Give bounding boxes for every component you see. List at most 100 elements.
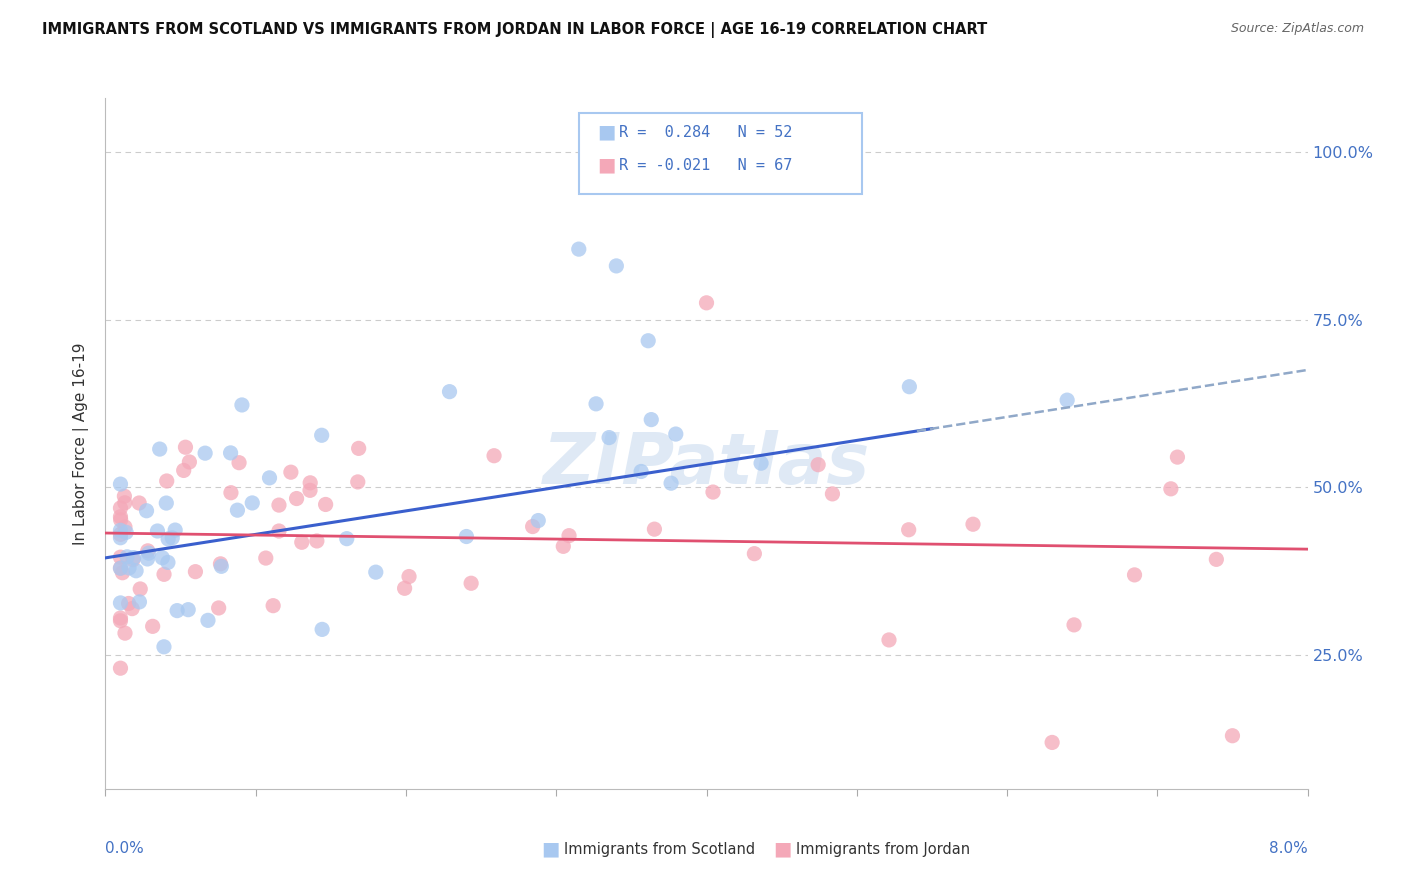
Point [1160, 482, 1182, 496]
Point [122, 550, 145, 565]
Point [821, 487, 844, 501]
Text: ■: ■ [773, 839, 792, 859]
Point [291, 535, 314, 549]
Point [173, 463, 195, 477]
Point [110, 513, 132, 527]
Point [136, 544, 159, 558]
Point [184, 565, 207, 579]
Point [209, 557, 232, 571]
Point [585, 397, 607, 411]
Point [177, 602, 200, 616]
Text: 8.0%: 8.0% [1268, 841, 1308, 856]
Point [117, 597, 139, 611]
Point [110, 531, 132, 545]
Point [640, 412, 662, 426]
Point [598, 431, 620, 445]
Point [136, 552, 159, 566]
Point [305, 533, 328, 548]
Point [110, 527, 132, 541]
Point [1063, 618, 1085, 632]
Point [267, 524, 290, 538]
Point [115, 549, 138, 564]
Point [156, 555, 179, 569]
Point [110, 501, 132, 516]
Point [156, 474, 179, 488]
Point [118, 561, 141, 575]
Point [231, 398, 253, 412]
Point [630, 465, 652, 479]
Point [558, 529, 581, 543]
Point [744, 547, 766, 561]
Point [527, 514, 550, 528]
Point [155, 496, 177, 510]
Point [142, 619, 165, 633]
Point [394, 582, 416, 596]
Point [110, 550, 132, 565]
Point [311, 428, 333, 442]
Point [114, 520, 136, 534]
Point [112, 489, 135, 503]
Point [962, 517, 984, 532]
Point [219, 485, 242, 500]
Point [749, 456, 772, 470]
Point [128, 595, 150, 609]
Point [240, 496, 263, 510]
Point [162, 531, 184, 545]
Text: ZIPatlas: ZIPatlas [543, 430, 870, 499]
Point [226, 503, 249, 517]
Point [125, 564, 148, 578]
Point [262, 599, 284, 613]
Point [315, 498, 337, 512]
Point [138, 546, 160, 560]
Point [219, 446, 242, 460]
Point [299, 475, 322, 490]
Point [110, 614, 132, 628]
Point [702, 485, 724, 500]
Text: ■: ■ [541, 839, 560, 859]
Text: ■: ■ [598, 122, 616, 142]
Point [110, 596, 132, 610]
Point [111, 566, 134, 580]
Point [166, 604, 188, 618]
Point [114, 626, 136, 640]
Point [877, 632, 900, 647]
Point [659, 476, 682, 491]
Point [1056, 393, 1078, 408]
Point [553, 539, 575, 553]
Point [110, 561, 132, 575]
Point [298, 483, 321, 498]
Point [194, 446, 217, 460]
Point [1222, 729, 1244, 743]
Point [347, 442, 370, 456]
Point [605, 259, 627, 273]
Point [110, 477, 132, 491]
Point [568, 242, 591, 256]
Point [1205, 552, 1227, 566]
Point [259, 471, 281, 485]
Point [135, 504, 157, 518]
Point [208, 601, 231, 615]
Point [1123, 567, 1146, 582]
Text: 0.0%: 0.0% [105, 841, 145, 856]
Point [110, 509, 132, 524]
Point [285, 491, 308, 506]
Point [146, 524, 169, 538]
Point [898, 380, 921, 394]
Point [128, 496, 150, 510]
Point [456, 529, 478, 543]
Point [228, 456, 250, 470]
Point [129, 582, 152, 596]
Text: Immigrants from Scotland: Immigrants from Scotland [564, 842, 755, 856]
Point [157, 532, 180, 546]
Point [110, 611, 132, 625]
Text: ■: ■ [598, 155, 616, 175]
Point [114, 496, 136, 510]
Point [665, 427, 688, 442]
Point [197, 613, 219, 627]
Point [522, 519, 544, 533]
Point [643, 522, 665, 536]
Point [110, 524, 132, 538]
Point [346, 475, 368, 489]
Text: R =  0.284   N = 52: R = 0.284 N = 52 [619, 125, 792, 139]
Point [637, 334, 659, 348]
